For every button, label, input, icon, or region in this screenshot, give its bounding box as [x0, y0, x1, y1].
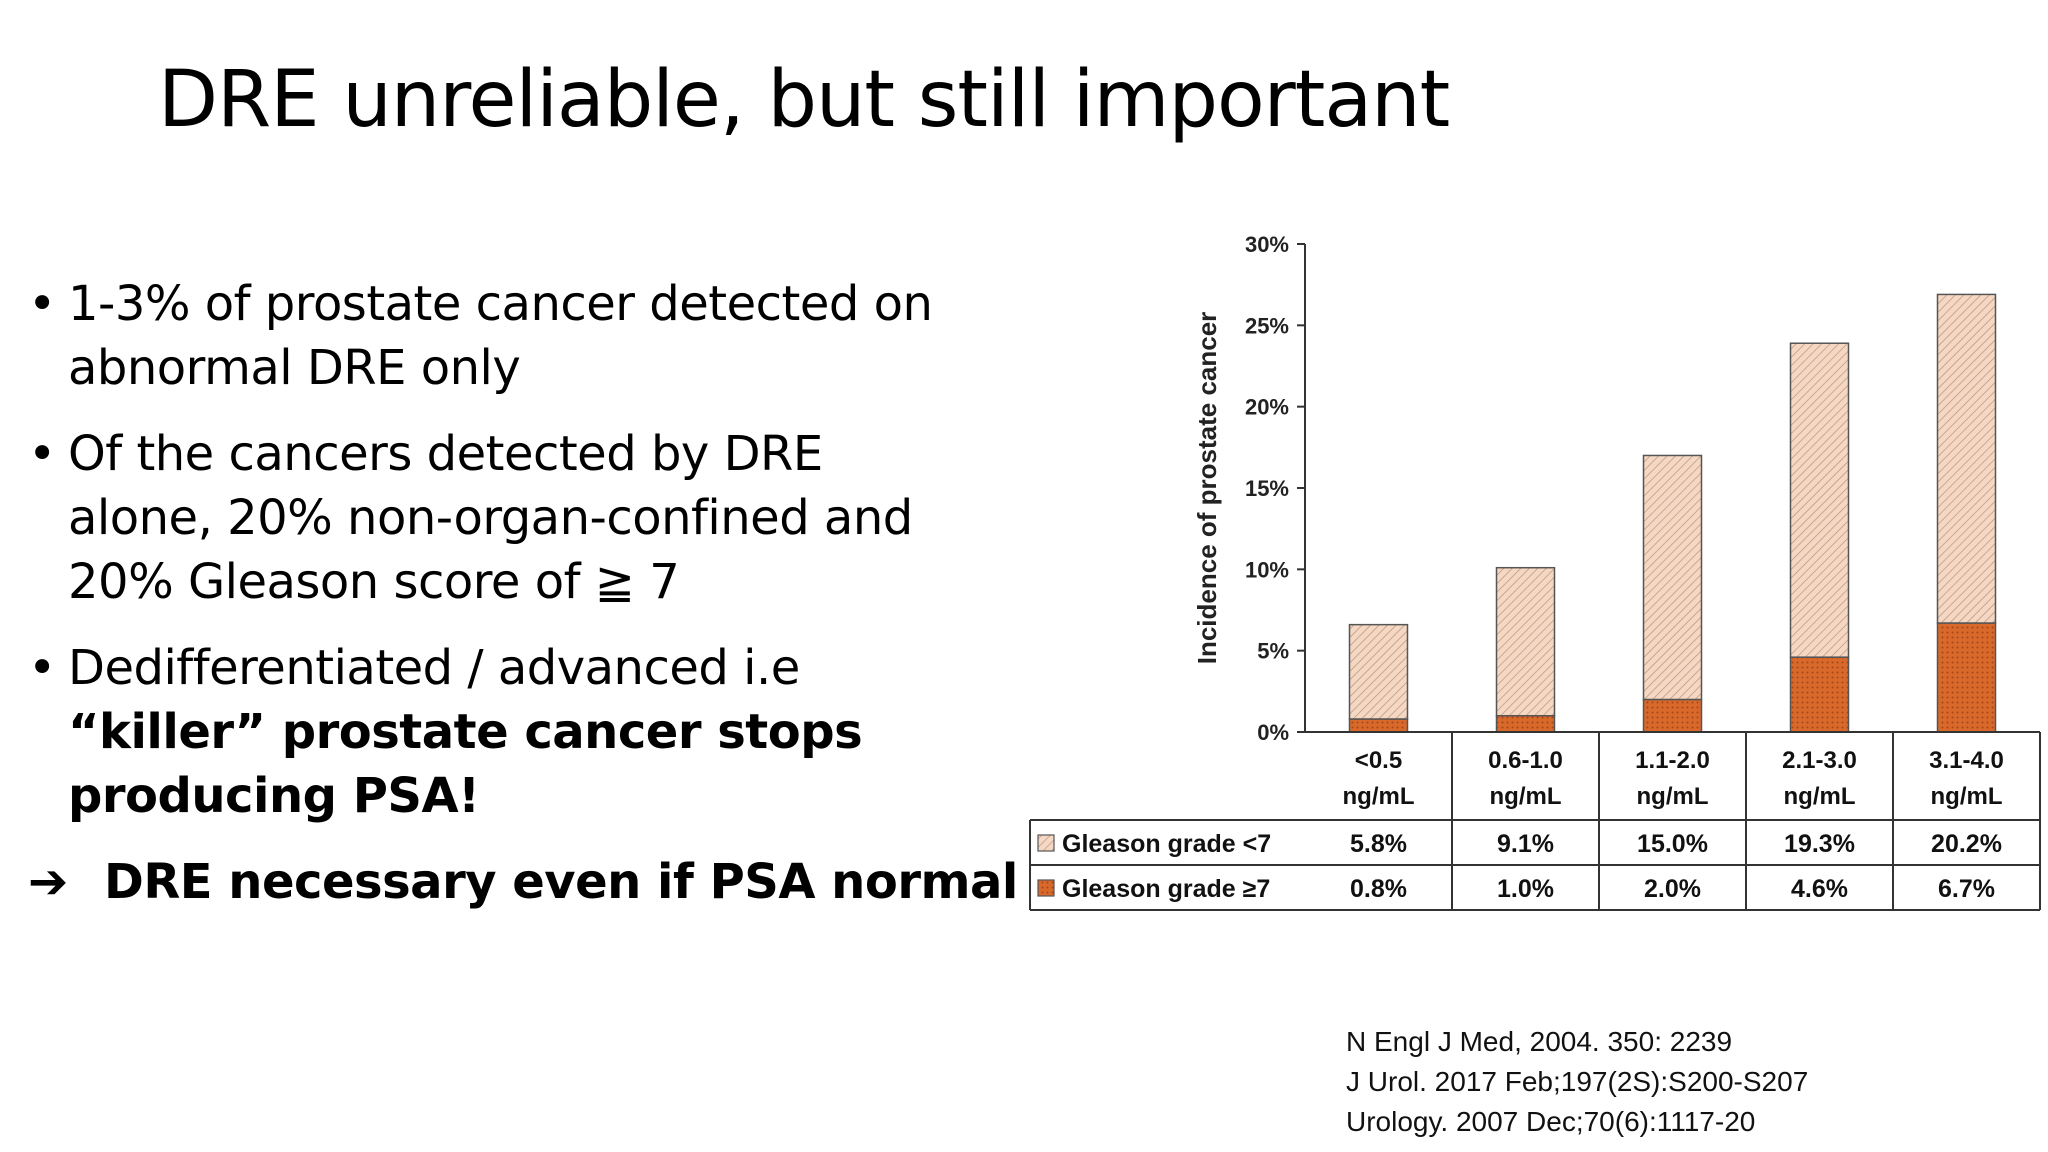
bullet-line: Dedifferentiated / advanced i.e [68, 640, 800, 696]
data-label: 19.3% [1784, 830, 1855, 858]
data-label: 20.2% [1931, 830, 2002, 858]
bullet-line: 1-3% of prostate cancer detected on [68, 276, 933, 332]
data-label: 0.8% [1350, 875, 1407, 903]
x-category-unit: ng/mL [1931, 783, 2003, 810]
x-category-label: 0.6-1.0 [1488, 747, 1563, 774]
x-category-label: 2.1-3.0 [1782, 747, 1857, 774]
data-label: 5.8% [1350, 830, 1407, 858]
y-tick-label: 15% [1245, 476, 1289, 501]
x-category-label: <0.5 [1355, 747, 1402, 774]
bullet-line-emphasis: “killer” prostate cancer stops [68, 704, 863, 760]
slide-title: DRE unreliable, but still important [158, 55, 1450, 145]
x-category-label: 1.1-2.0 [1635, 747, 1710, 774]
data-label: 6.7% [1938, 875, 1995, 903]
data-label: 4.6% [1791, 875, 1848, 903]
bar-segment [1348, 623, 1409, 720]
legend-swatch [1037, 834, 1055, 852]
bullet-list: • 1-3% of prostate cancer detected on ab… [28, 272, 1028, 914]
bar-segment [1936, 622, 1997, 733]
bullet-line: Of the cancers detected by DRE [68, 426, 823, 482]
references: N Engl J Med, 2004. 350: 2239 J Urol. 20… [1346, 1022, 1808, 1142]
y-tick-label: 30% [1245, 232, 1289, 257]
x-category-label: 3.1-4.0 [1929, 747, 2004, 774]
conclusion-line: ➔ DRE necessary even if PSA normal [28, 850, 1028, 914]
bullet-dot: • [28, 640, 56, 696]
y-tick-label: 20% [1245, 395, 1289, 420]
y-axis-label: Incidence of prostate cancer [1192, 312, 1222, 665]
bullet-dot: • [28, 426, 56, 482]
bullet-line-emphasis: producing PSA! [68, 768, 480, 824]
bar-segment [1495, 714, 1556, 733]
legend-label: Gleason grade ≥7 [1062, 875, 1270, 903]
data-label: 1.0% [1497, 875, 1554, 903]
x-category-unit: ng/mL [1490, 783, 1562, 810]
stacked-bar-chart: 0% 5% 10% 15% 20% 25% 30% Incidence of prostate… [1029, 232, 2041, 911]
bar-segment [1789, 342, 1850, 658]
legend-swatch [1037, 879, 1055, 897]
x-category-unit: ng/mL [1637, 783, 1709, 810]
right-arrow-icon: ➔ [28, 854, 68, 910]
bullet-item: • Of the cancers detected by DRE alone, … [28, 422, 1028, 614]
bullet-line: alone, 20% non-organ-confined and [68, 490, 913, 546]
data-label: 15.0% [1637, 830, 1708, 858]
bullet-line: abnormal DRE only [68, 340, 521, 396]
bullet-item: • 1-3% of prostate cancer detected on ab… [28, 272, 1028, 400]
bar-segment [1789, 656, 1850, 733]
legend-label: Gleason grade <7 [1062, 830, 1271, 858]
bullet-item: • Dedifferentiated / advanced i.e “kille… [28, 636, 1028, 828]
y-tick-label: 25% [1245, 313, 1289, 338]
bullet-line: 20% Gleason score of ≧ 7 [68, 554, 680, 610]
x-category-unit: ng/mL [1784, 783, 1856, 810]
y-tick-label: 0% [1257, 720, 1289, 745]
y-tick-label: 10% [1245, 557, 1289, 582]
bar-segment [1495, 566, 1556, 717]
data-label: 9.1% [1497, 830, 1554, 858]
bar-segment [1348, 718, 1409, 733]
conclusion-text: DRE necessary even if PSA normal [104, 854, 1018, 910]
bar-segment [1642, 454, 1703, 701]
reference-line: N Engl J Med, 2004. 350: 2239 [1346, 1026, 1733, 1057]
bullet-dot: • [28, 276, 56, 332]
reference-line: Urology. 2007 Dec;70(6):1117-20 [1346, 1106, 1756, 1137]
bar-segment [1936, 293, 1997, 624]
reference-line: J Urol. 2017 Feb;197(2S):S200-S207 [1346, 1066, 1809, 1097]
x-category-unit: ng/mL [1343, 783, 1415, 810]
bar-segment [1642, 698, 1703, 733]
data-label: 2.0% [1644, 875, 1701, 903]
y-tick-label: 5% [1257, 639, 1289, 664]
